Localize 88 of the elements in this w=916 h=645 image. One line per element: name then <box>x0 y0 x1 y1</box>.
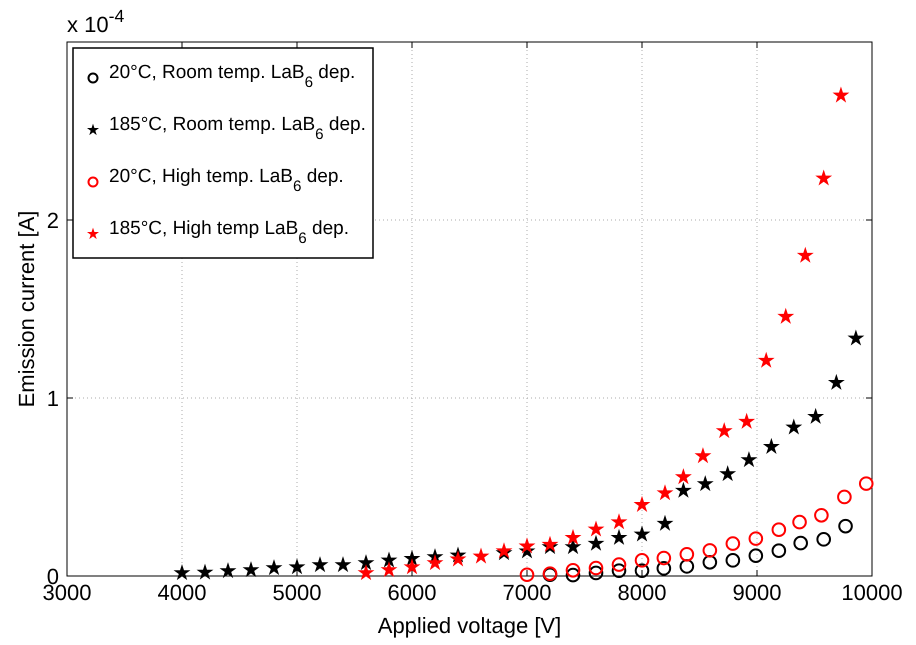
point <box>796 246 814 263</box>
point <box>814 508 829 523</box>
point <box>634 563 650 578</box>
point <box>847 330 864 346</box>
text: x 10$^{-4}$ <box>67 6 124 37</box>
x-tick-label: 9000 <box>732 580 782 605</box>
point <box>726 553 740 568</box>
point <box>656 484 674 500</box>
point <box>702 554 718 570</box>
point <box>656 561 672 576</box>
point <box>748 531 764 546</box>
point <box>828 374 845 390</box>
point <box>588 566 604 580</box>
y-tick-label: 2 <box>46 208 59 233</box>
point <box>674 468 692 484</box>
point <box>588 520 604 537</box>
point <box>680 546 694 562</box>
point <box>220 562 236 578</box>
x-tick-label: 4000 <box>158 580 206 605</box>
point <box>785 418 802 435</box>
point <box>450 550 466 566</box>
point <box>610 528 628 545</box>
point <box>566 563 580 578</box>
y-axis-title: Emission current [A] <box>14 210 39 408</box>
point <box>807 408 824 424</box>
y-tick-label: 1 <box>46 386 59 411</box>
legend-label: 185°C, High temp LaB$_{6}$ dep. <box>109 218 349 246</box>
legend-label: 20°C, High temp. LaB$_{6}$ dep. <box>109 166 344 194</box>
point <box>726 536 740 551</box>
point <box>694 447 712 464</box>
point <box>610 513 628 530</box>
point <box>702 543 718 558</box>
point <box>174 564 190 580</box>
x-tick-label: 7000 <box>502 580 552 605</box>
point <box>380 551 398 568</box>
legend-label: 185°C, Room temp. LaB$_{6}$ dep. <box>109 114 366 142</box>
x-tick-label: 8000 <box>618 580 666 605</box>
point <box>793 536 808 550</box>
point <box>358 564 374 580</box>
point <box>588 560 604 576</box>
point <box>772 543 786 558</box>
point <box>656 514 674 531</box>
point <box>288 558 306 574</box>
point <box>358 554 374 570</box>
x-axis-title: Applied voltage [V] <box>378 613 562 638</box>
point <box>716 422 733 438</box>
point <box>740 451 758 468</box>
point <box>588 534 604 551</box>
point <box>404 558 420 574</box>
point <box>472 548 490 564</box>
point <box>777 308 794 324</box>
x-tick-label: 5000 <box>272 580 322 605</box>
point <box>380 561 398 578</box>
point <box>312 556 328 572</box>
point <box>772 522 786 538</box>
x-tick-label: 10000 <box>841 580 903 605</box>
legend-label: 20°C, Room temp. LaB$_{6}$ dep. <box>109 62 356 90</box>
point <box>838 518 853 534</box>
point <box>816 532 831 547</box>
point <box>426 554 444 570</box>
point <box>242 561 260 578</box>
point <box>858 476 874 491</box>
point <box>518 537 536 554</box>
point <box>612 557 626 572</box>
point <box>656 550 672 566</box>
point <box>612 563 626 578</box>
point <box>266 559 282 576</box>
point <box>196 564 214 580</box>
point <box>748 548 764 564</box>
point <box>792 514 807 530</box>
point <box>758 352 775 368</box>
point <box>334 556 352 572</box>
point <box>634 553 650 568</box>
point <box>520 567 534 582</box>
point <box>634 525 650 542</box>
point <box>719 465 736 482</box>
x-tick-label: 6000 <box>388 580 436 605</box>
point <box>566 568 580 582</box>
point <box>674 482 692 498</box>
point <box>680 559 694 574</box>
point <box>696 475 714 492</box>
point <box>762 438 780 454</box>
point <box>564 528 582 545</box>
point <box>738 412 756 429</box>
point <box>634 496 650 512</box>
point <box>837 490 852 504</box>
point <box>832 86 850 103</box>
point <box>815 169 832 186</box>
